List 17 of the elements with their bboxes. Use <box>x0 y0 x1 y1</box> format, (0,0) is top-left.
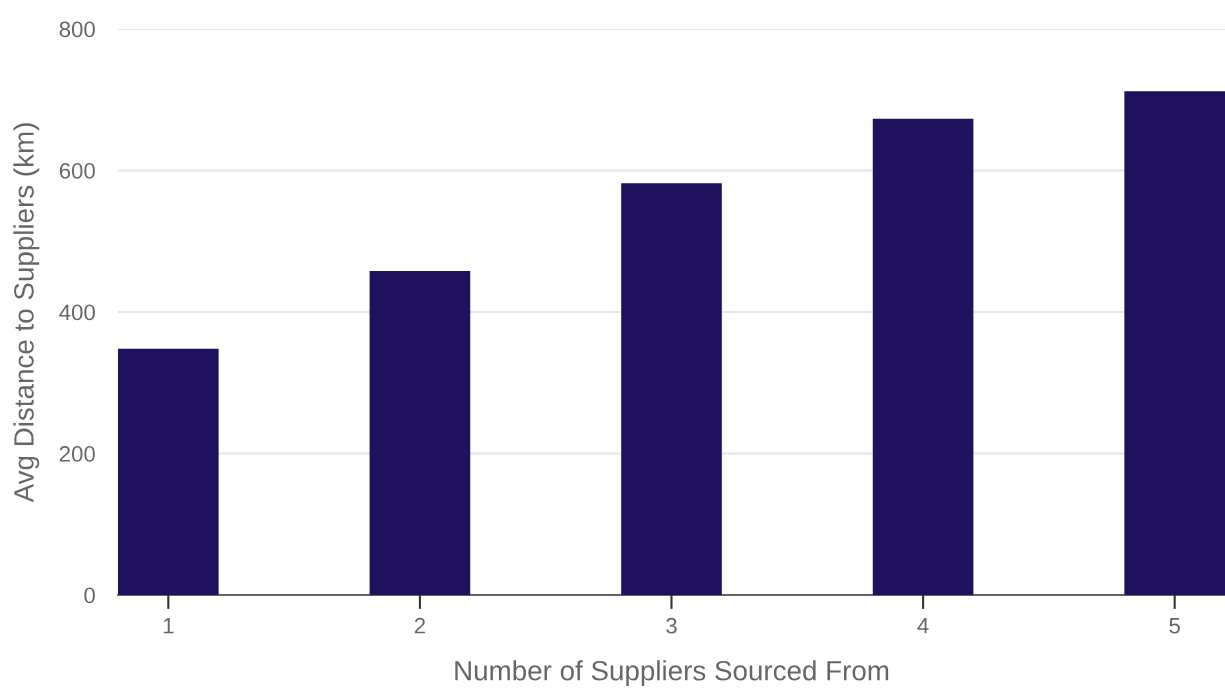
bar <box>1124 91 1225 595</box>
y-tick-label: 600 <box>59 163 95 179</box>
bar <box>118 348 219 595</box>
x-axis-title: Number of Suppliers Sourced From <box>455 660 889 687</box>
x-tick-label: 1 <box>163 618 174 634</box>
x-tick-label: 2 <box>414 617 425 634</box>
bar <box>872 118 974 595</box>
x-tick-label: 3 <box>666 617 677 634</box>
bar <box>369 270 471 595</box>
y-tick-label: 800 <box>59 21 95 38</box>
y-axis-title: Avg Distance to Suppliers (km) <box>13 123 40 503</box>
x-tick-label: 4 <box>917 618 929 634</box>
y-tick-label: 400 <box>59 304 95 321</box>
y-tick-label: 0 <box>84 587 95 604</box>
x-tick-label: 5 <box>1169 618 1180 634</box>
bar <box>621 183 722 595</box>
y-tick-label: 200 <box>59 446 95 462</box>
